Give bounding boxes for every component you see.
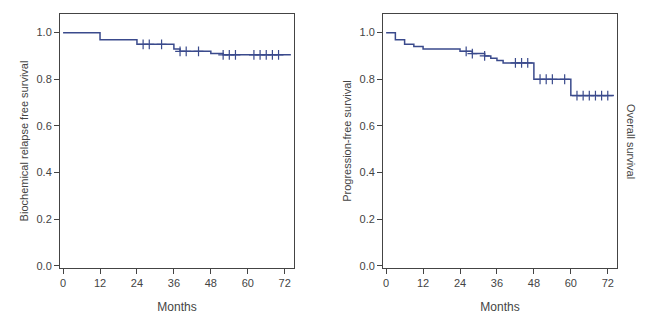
svg-text:24: 24 [131, 277, 143, 289]
svg-text:Months: Months [157, 300, 196, 314]
svg-text:12: 12 [417, 277, 429, 289]
svg-text:Progression-free survival: Progression-free survival [341, 80, 353, 202]
svg-text:0: 0 [383, 277, 389, 289]
svg-text:Months: Months [480, 300, 519, 314]
svg-text:60: 60 [242, 277, 254, 289]
svg-text:Overall survival: Overall survival [625, 104, 637, 179]
svg-text:0.6: 0.6 [37, 120, 52, 132]
svg-text:0.2: 0.2 [360, 213, 375, 225]
svg-text:0.6: 0.6 [360, 120, 375, 132]
svg-text:1.0: 1.0 [37, 26, 52, 38]
svg-text:0.4: 0.4 [360, 166, 375, 178]
svg-text:1.0: 1.0 [360, 26, 375, 38]
svg-text:12: 12 [94, 277, 106, 289]
svg-text:0.2: 0.2 [37, 213, 52, 225]
svg-text:48: 48 [205, 277, 217, 289]
svg-text:60: 60 [565, 277, 577, 289]
svg-text:36: 36 [491, 277, 503, 289]
svg-text:36: 36 [168, 277, 180, 289]
svg-text:0.4: 0.4 [37, 166, 52, 178]
svg-text:0: 0 [60, 277, 66, 289]
svg-text:72: 72 [602, 277, 614, 289]
svg-text:72: 72 [279, 277, 291, 289]
svg-text:0.8: 0.8 [360, 73, 375, 85]
svg-text:0.0: 0.0 [360, 260, 375, 272]
svg-text:48: 48 [528, 277, 540, 289]
svg-text:0.0: 0.0 [37, 260, 52, 272]
svg-text:Biochemical relapse free survi: Biochemical relapse free survival [18, 61, 30, 222]
svg-text:24: 24 [454, 277, 466, 289]
svg-text:0.8: 0.8 [37, 73, 52, 85]
